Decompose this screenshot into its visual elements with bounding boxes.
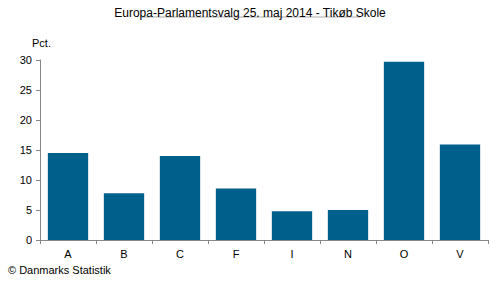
svg-text:O: O <box>400 248 409 260</box>
svg-text:F: F <box>233 248 240 260</box>
svg-text:A: A <box>64 248 72 260</box>
svg-text:15: 15 <box>20 144 32 156</box>
svg-text:20: 20 <box>20 114 32 126</box>
svg-text:N: N <box>344 248 352 260</box>
svg-text:B: B <box>120 248 127 260</box>
svg-text:C: C <box>176 248 184 260</box>
svg-text:30: 30 <box>20 54 32 66</box>
svg-text:Europa-Parlamentsvalg 25. maj: Europa-Parlamentsvalg 25. maj 2014 - Tik… <box>114 6 386 20</box>
svg-text:5: 5 <box>26 204 32 216</box>
svg-text:© Danmarks Statistik: © Danmarks Statistik <box>8 264 111 276</box>
svg-text:0: 0 <box>26 234 32 246</box>
svg-text:10: 10 <box>20 174 32 186</box>
svg-text:25: 25 <box>20 84 32 96</box>
svg-text:I: I <box>290 248 293 260</box>
svg-text:Pct.: Pct. <box>32 37 51 49</box>
svg-text:V: V <box>456 248 464 260</box>
